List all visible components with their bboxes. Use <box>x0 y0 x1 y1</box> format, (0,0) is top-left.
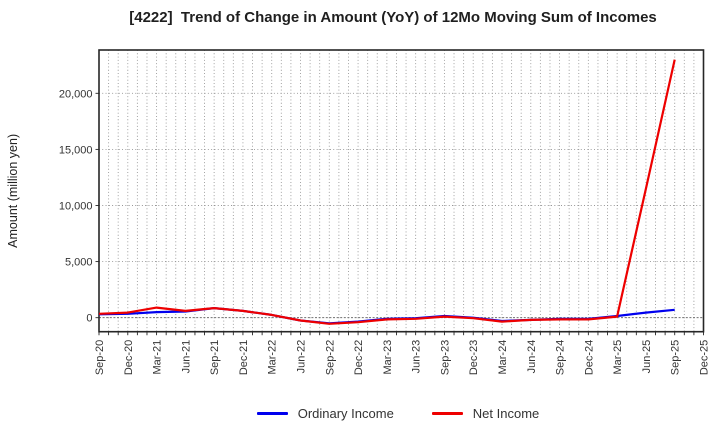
legend-label-net-income: Net Income <box>472 406 540 421</box>
x-tick-label: Mar-21 <box>152 340 164 375</box>
x-tick-label: Dec-22 <box>353 340 365 375</box>
x-tick-label: Sep-21 <box>209 340 221 375</box>
x-tick-label: Dec-20 <box>123 340 135 375</box>
ordinary-income-line-swatch <box>256 412 288 415</box>
chart-title: [4222] Trend of Change in Amount (YoY) o… <box>129 9 657 26</box>
net-income-line-swatch <box>431 412 463 415</box>
x-tick-label: Dec-23 <box>468 340 480 375</box>
x-tick-label: Dec-24 <box>583 340 595 375</box>
x-tick-label: Jun-23 <box>411 340 423 374</box>
series-line-net-income <box>98 59 676 325</box>
legend-item-ordinary-income: Ordinary Income <box>256 406 394 421</box>
y-axis-label: Amount (million yen) <box>6 134 20 248</box>
x-tick-label: Jun-25 <box>641 340 653 374</box>
x-tick-label: Mar-25 <box>612 340 624 375</box>
y-tick-label: 10,000 <box>59 200 93 212</box>
y-tick-label: 0 <box>86 313 92 325</box>
x-tick-label: Jun-22 <box>296 340 308 374</box>
x-tick-label: Sep-25 <box>670 340 682 375</box>
x-tick-label: Dec-21 <box>238 340 250 375</box>
chart-legend: Ordinary Income Net Income <box>38 406 720 421</box>
y-tick-label: 5,000 <box>65 257 93 269</box>
plot-border <box>98 49 705 333</box>
x-tick-label: Jun-24 <box>526 340 538 374</box>
x-tick-label: Dec-25 <box>699 340 711 375</box>
x-tick-label: Mar-24 <box>497 340 509 375</box>
legend-item-net-income: Net Income <box>431 406 540 421</box>
x-tick-label: Sep-24 <box>555 340 567 375</box>
y-tick-label: 15,000 <box>59 144 93 156</box>
x-tick-label: Sep-20 <box>94 340 106 375</box>
y-tick-label: 20,000 <box>59 88 93 100</box>
x-tick-label: Mar-23 <box>382 340 394 375</box>
x-tick-label: Jun-21 <box>180 340 192 374</box>
x-tick-label: Mar-22 <box>267 340 279 375</box>
x-tick-label: Sep-22 <box>324 340 336 375</box>
legend-label-ordinary-income: Ordinary Income <box>297 406 394 421</box>
x-tick-label: Sep-23 <box>439 340 451 375</box>
